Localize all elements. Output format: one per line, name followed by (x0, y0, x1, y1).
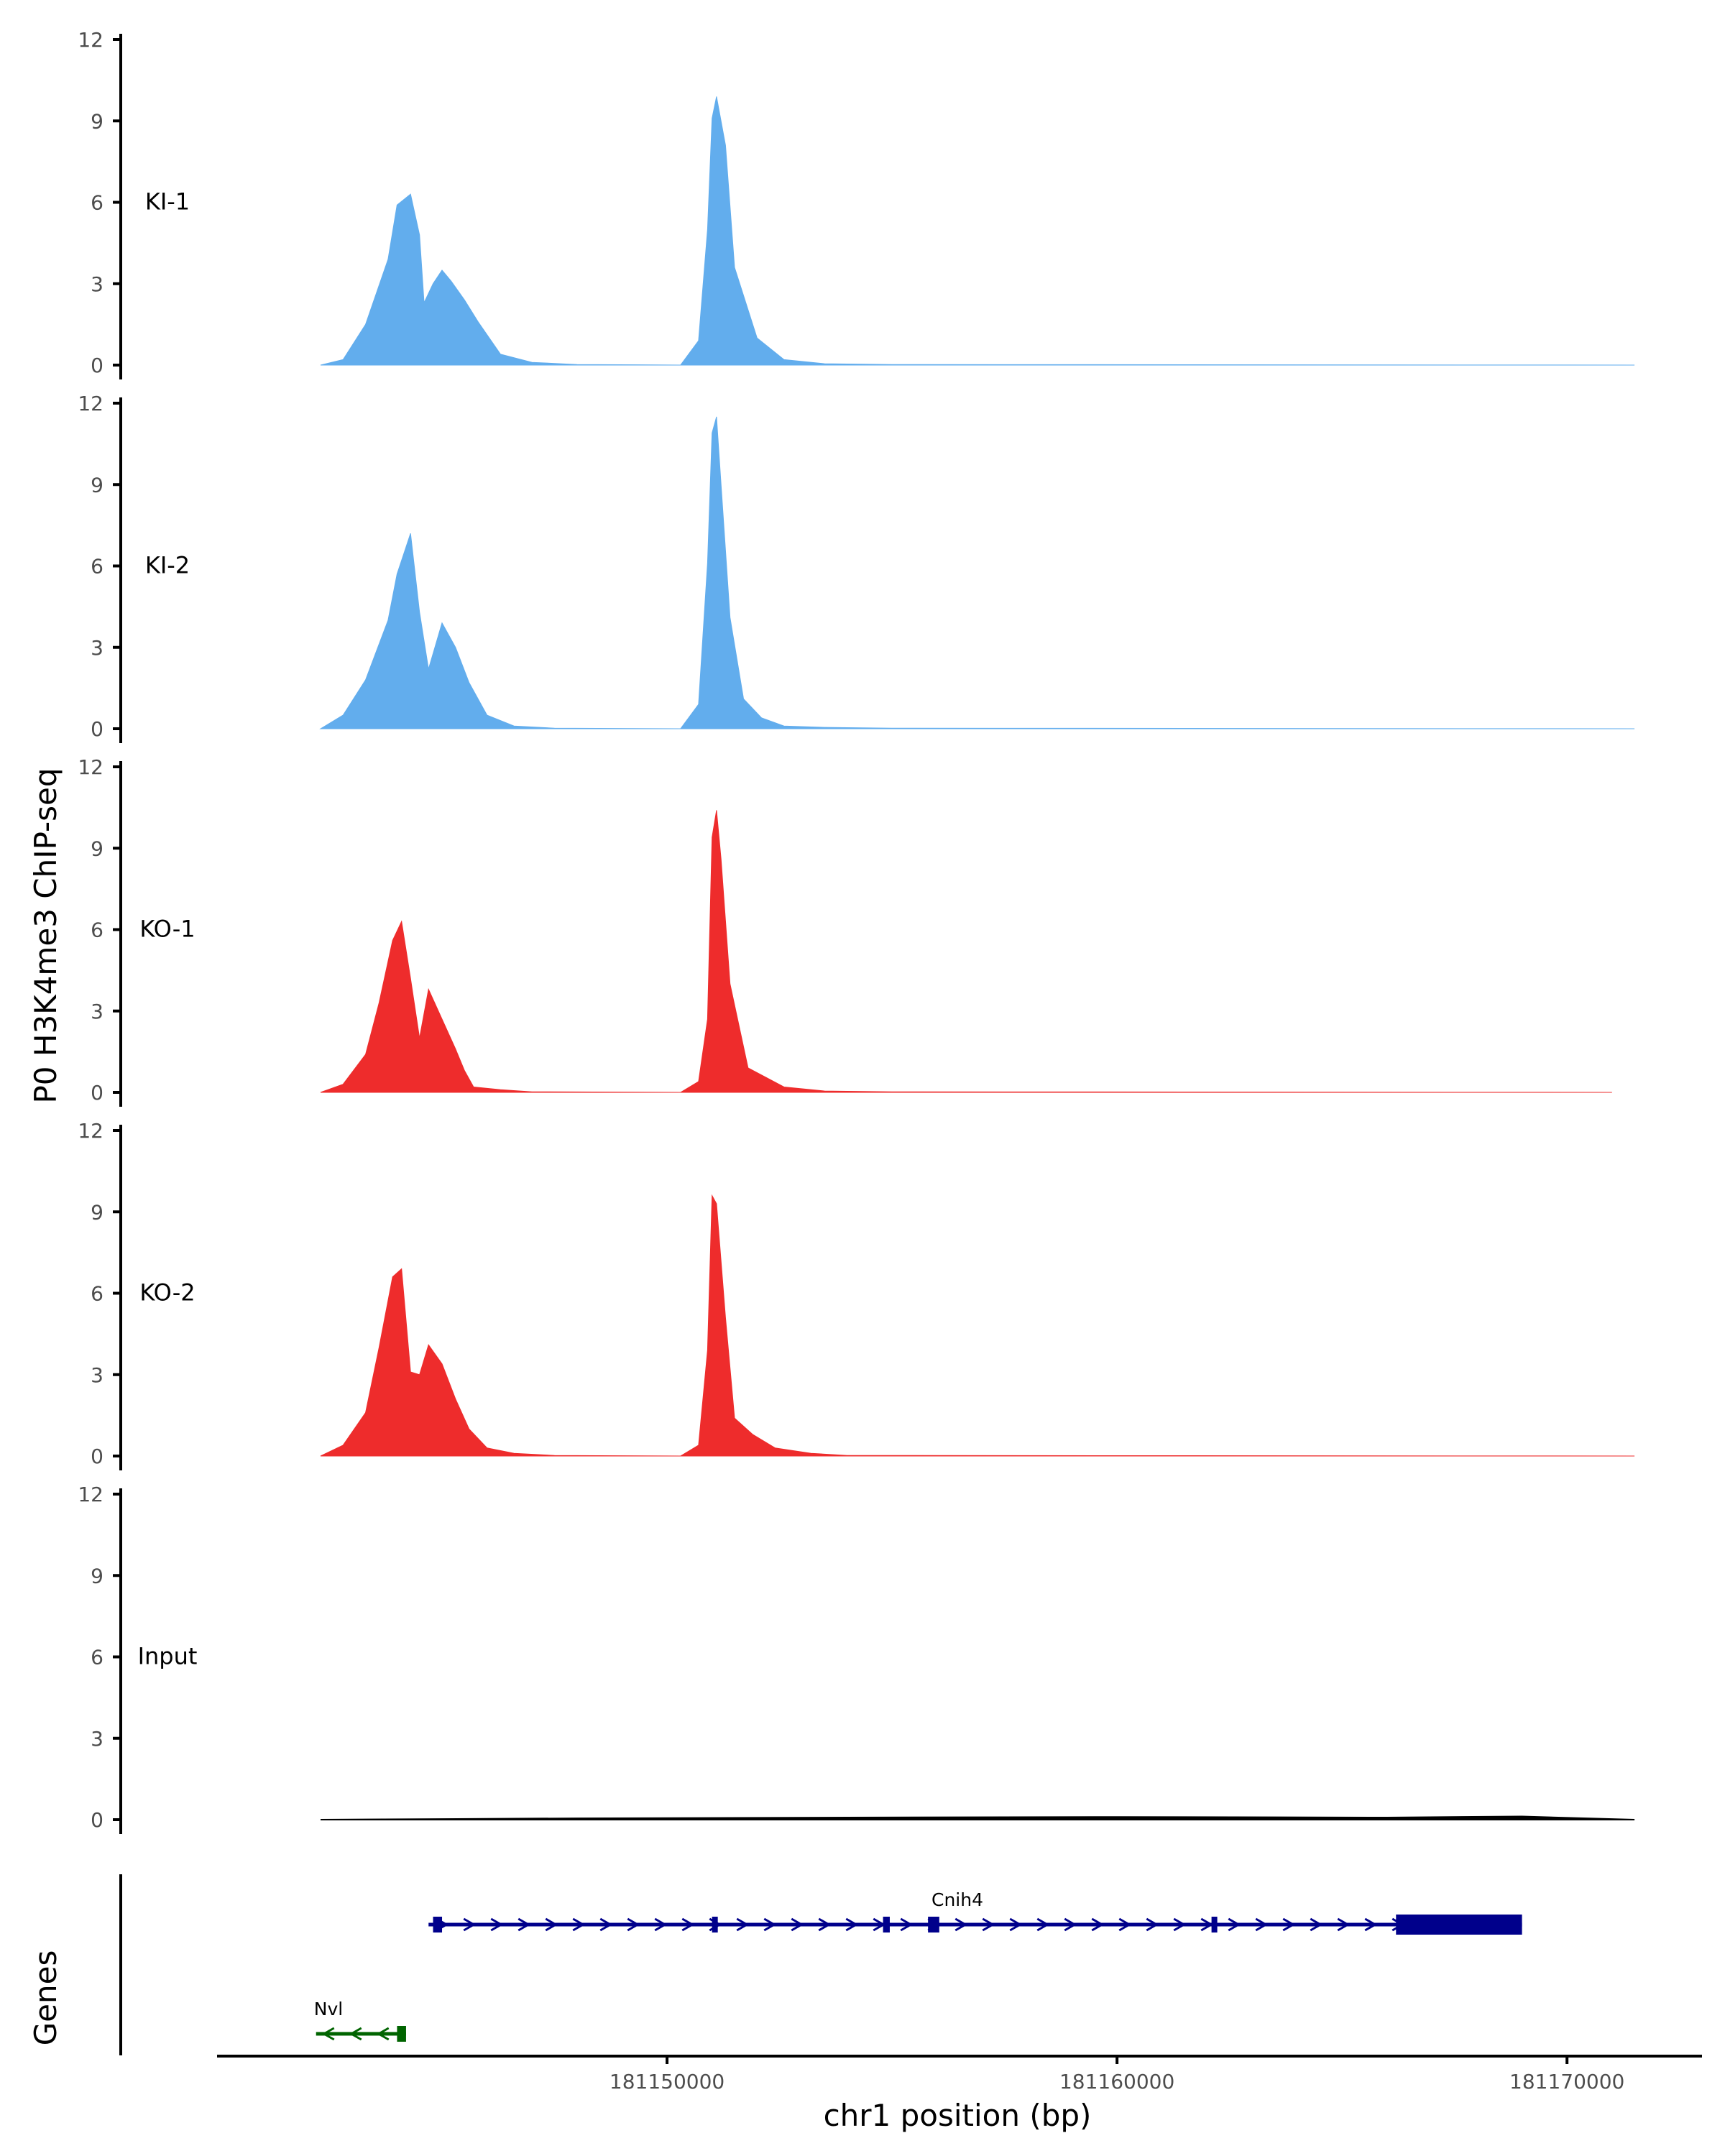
y-axis-title: P0 H3K4me3 ChIP-seq (28, 768, 63, 1103)
y-tick-label: 12 (78, 1119, 104, 1143)
strand-arrow-icon (1282, 1917, 1296, 1932)
y-tick-label: 3 (91, 1363, 104, 1387)
strand-arrow-icon (1173, 1917, 1187, 1932)
strand-arrow-icon (463, 1917, 477, 1932)
y-tick-label: 9 (91, 1564, 104, 1588)
y-tick-label: 0 (91, 1808, 104, 1832)
y-tick-label: 6 (91, 191, 104, 215)
strand-arrow-icon (627, 1917, 640, 1932)
strand-arrow-icon (763, 1917, 777, 1932)
strand-arrow-icon (1310, 1917, 1323, 1932)
y-tick-label: 12 (78, 28, 104, 52)
strand-arrow-icon (954, 1917, 968, 1932)
y-tick-label: 0 (91, 1445, 104, 1468)
strand-arrow-icon (1118, 1917, 1132, 1932)
coverage-tracks: 0 3 6 9 12 KI-1 0 3 6 9 12 KI-2 0 3 6 9 12 KO-1 0 3 6 9 12 KO-2… (78, 28, 1635, 1834)
y-tick-label: 0 (91, 1081, 104, 1105)
strand-arrow-icon (321, 2027, 335, 2041)
coverage-area-ko-2 (320, 1194, 1635, 1457)
y-tick-label: 9 (91, 1200, 104, 1224)
strand-arrow-icon (845, 1917, 859, 1932)
gene-exon (712, 1917, 718, 1932)
x-axis: 181150000 181160000 181170000 (217, 2055, 1702, 2093)
strand-arrow-icon (654, 1917, 668, 1932)
strand-arrow-icon (1064, 1917, 1077, 1932)
y-tick-label: 6 (91, 1646, 104, 1669)
y-tick-label: 9 (91, 837, 104, 860)
gene-exon (397, 2026, 406, 2042)
y-tick-label: 0 (91, 717, 104, 741)
coverage-area-ko-1 (320, 810, 1612, 1093)
strand-arrow-icon (1009, 1917, 1023, 1932)
y-tick-label: 6 (91, 918, 104, 942)
y-tick-label: 9 (91, 109, 104, 133)
track-ki-2: 0 3 6 9 12 KI-2 (78, 392, 1635, 743)
y-tick-label: 3 (91, 636, 104, 660)
strand-arrow-icon (818, 1917, 832, 1932)
strand-arrow-icon (599, 1917, 613, 1932)
gene-exon (1211, 1917, 1218, 1932)
y-tick-label: 6 (91, 555, 104, 579)
strand-arrow-icon (545, 1917, 558, 1932)
gene-annotation-panel: Cnih4 Nvl (119, 1874, 1522, 2055)
y-tick-label: 12 (78, 1483, 104, 1506)
track-label-ki-2: KI-2 (145, 552, 190, 579)
track-label-ki-1: KI-1 (145, 188, 190, 216)
strand-arrow-icon (1091, 1917, 1105, 1932)
gene-exon (928, 1917, 939, 1932)
strand-arrow-icon (572, 1917, 586, 1932)
track-ko-2: 0 3 6 9 12 KO-2 (78, 1119, 1635, 1470)
gene-exon (883, 1917, 890, 1932)
strand-arrow-icon (376, 2027, 390, 2041)
gene-exon (1396, 1915, 1522, 1935)
strand-arrow-icon (1228, 1917, 1241, 1932)
track-ki-1: 0 3 6 9 12 KI-1 (78, 28, 1635, 379)
strand-arrow-icon (900, 1917, 914, 1932)
x-tick-label: 181170000 (1509, 2070, 1624, 2093)
track-ko-1: 0 3 6 9 12 KO-1 (78, 755, 1612, 1107)
x-tick-label: 181160000 (1059, 2070, 1174, 2093)
strand-arrow-icon (1036, 1917, 1050, 1932)
track-label-input: Input (138, 1643, 198, 1670)
track-label-ko-2: KO-2 (139, 1279, 195, 1307)
y-tick-label: 12 (78, 392, 104, 415)
y-tick-label: 3 (91, 272, 104, 296)
x-axis-title: chr1 position (bp) (824, 2098, 1092, 2133)
strand-arrow-icon (982, 1917, 995, 1932)
strand-arrow-icon (791, 1917, 804, 1932)
y-tick-label: 6 (91, 1282, 104, 1306)
y-tick-label: 12 (78, 755, 104, 779)
strand-arrow-icon (518, 1917, 531, 1932)
strand-arrow-icon (1337, 1917, 1351, 1932)
gene-cnih4: Cnih4 (428, 1889, 1522, 1935)
y-tick-label: 9 (91, 473, 104, 497)
track-input: 0 3 6 9 12 Input (78, 1483, 1635, 1834)
x-tick-label: 181150000 (610, 2070, 724, 2093)
coverage-area-input (320, 1815, 1635, 1820)
genes-panel-title: Genes (28, 1950, 63, 2046)
coverage-area-ki-2 (319, 416, 1635, 729)
y-tick-label: 3 (91, 1727, 104, 1751)
gene-nvl: Nvl (314, 1999, 406, 2042)
y-tick-label: 0 (91, 354, 104, 377)
strand-arrow-icon (736, 1917, 750, 1932)
track-label-ko-1: KO-1 (139, 916, 195, 943)
coverage-area-ki-1 (320, 96, 1635, 366)
y-tick-label: 3 (91, 1000, 104, 1023)
strand-arrow-icon (681, 1917, 695, 1932)
strand-arrow-icon (349, 2027, 362, 2041)
gene-exon (433, 1917, 443, 1932)
strand-arrow-icon (1364, 1917, 1378, 1932)
strand-arrow-icon (1146, 1917, 1159, 1932)
gene-name-label: Cnih4 (932, 1889, 983, 1910)
strand-arrow-icon (490, 1917, 504, 1932)
gene-name-label: Nvl (314, 1999, 343, 2019)
strand-arrow-icon (1255, 1917, 1269, 1932)
strand-arrow-icon (1200, 1917, 1214, 1932)
